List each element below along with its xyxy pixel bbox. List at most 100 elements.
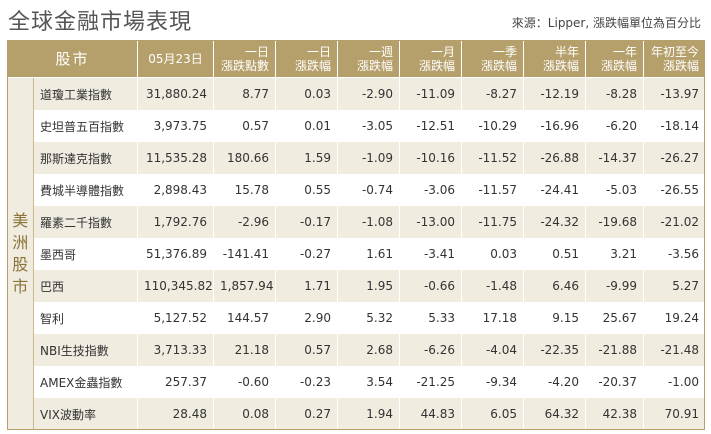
table-row: NBI生技指數 3,713.33 21.18 0.57 2.68 -6.26 -4.04 -2… — [8, 334, 707, 366]
value-cell: 1,792.76 — [137, 206, 215, 238]
value-cell: -20.37 — [585, 366, 645, 398]
header-c5: 一季 漲跌幅 — [461, 40, 525, 78]
table-row: 史坦普五百指數 3,973.75 0.57 0.01 -3.05 -12.51 -10.29… — [8, 110, 707, 142]
value-cell: 0.57 — [275, 334, 339, 366]
value-cell: -26.88 — [523, 142, 587, 174]
value-cell: 110,345.82 — [137, 270, 215, 302]
value-cell: -21.25 — [399, 366, 463, 398]
value-cell: 11,535.28 — [137, 142, 215, 174]
table-row: 墨西哥 51,376.89 -141.41 -0.27 1.61 -3.41 0.03 0.5… — [8, 238, 707, 270]
value-cell: -3.05 — [337, 110, 401, 142]
table-row: 美洲股市道瓊工業指數 31,880.24 8.77 0.03 -2.90 -11.09 -8… — [7, 77, 707, 430]
value-cell: 31,880.24 — [137, 77, 215, 110]
value-cell: 1.71 — [275, 270, 339, 302]
value-cell: 2.68 — [337, 334, 401, 366]
value-cell: -4.04 — [461, 334, 525, 366]
value-cell: -26.27 — [643, 142, 707, 174]
value-cell: -21.48 — [643, 334, 707, 366]
value-cell: 3,713.33 — [137, 334, 215, 366]
value-cell: -26.55 — [643, 174, 707, 206]
value-cell: -5.03 — [585, 174, 645, 206]
value-cell: 1.59 — [275, 142, 339, 174]
value-cell: 0.08 — [213, 398, 277, 430]
value-cell: -9.34 — [461, 366, 525, 398]
page-title: 全球金融市場表現 — [8, 10, 193, 35]
header-c8: 年初至今 漲跌幅 — [643, 40, 707, 78]
value-cell: -16.96 — [523, 110, 587, 142]
index-name: 羅素二千指數 — [33, 206, 139, 238]
value-cell: 51,376.89 — [137, 238, 215, 270]
value-cell: -3.06 — [399, 174, 463, 206]
value-cell: 3,973.75 — [137, 110, 215, 142]
header-name: 股市 — [6, 40, 139, 78]
value-cell: 6.05 — [461, 398, 525, 430]
value-cell: -6.20 — [585, 110, 645, 142]
table-row: 巴西 110,345.82 1,857.94 1.71 1.95 -0.66 -1.48 6.… — [8, 270, 707, 302]
value-cell: -22.35 — [523, 334, 587, 366]
header-c3: 一週 漲跌幅 — [337, 40, 401, 78]
value-cell: 1,857.94 — [213, 270, 277, 302]
table-row: 費城半導體指數 2,898.43 15.78 0.55 -0.74 -3.06 -11.57… — [8, 174, 707, 206]
table-row: VIX波動率 28.48 0.08 0.27 1.94 44.83 6.05 64.32 42.… — [8, 398, 707, 430]
value-cell: 28.48 — [137, 398, 215, 430]
value-cell: 0.51 — [523, 238, 587, 270]
market-table: 股市 05月23日 一日 漲跌點數 一日 漲跌幅 一週 漲跌幅 一月 漲跌幅 一季 漲跌幅… — [6, 40, 707, 430]
value-cell: 1.94 — [337, 398, 401, 430]
value-cell: -24.41 — [523, 174, 587, 206]
value-cell: -13.97 — [643, 77, 707, 110]
value-cell: -6.26 — [399, 334, 463, 366]
value-cell: 25.67 — [585, 302, 645, 334]
value-cell: -19.68 — [585, 206, 645, 238]
index-name: 墨西哥 — [33, 238, 139, 270]
value-cell: 5.33 — [399, 302, 463, 334]
header-c2: 一日 漲跌幅 — [275, 40, 339, 78]
value-cell: -0.60 — [213, 366, 277, 398]
value-cell: 6.46 — [523, 270, 587, 302]
value-cell: 0.55 — [275, 174, 339, 206]
value-cell: -2.90 — [337, 77, 401, 110]
value-cell: 3.54 — [337, 366, 401, 398]
value-cell: -10.16 — [399, 142, 463, 174]
value-cell: 19.24 — [643, 302, 707, 334]
header-c6: 半年 漲跌幅 — [523, 40, 587, 78]
index-name: NBI生技指數 — [33, 334, 139, 366]
value-cell: 0.03 — [461, 238, 525, 270]
value-cell: -18.14 — [643, 110, 707, 142]
value-cell: 5,127.52 — [137, 302, 215, 334]
value-cell: -11.52 — [461, 142, 525, 174]
table-row: 那斯達克指數 11,535.28 180.66 1.59 -1.09 -10.16 -11.… — [8, 142, 707, 174]
value-cell: -1.08 — [337, 206, 401, 238]
value-cell: 17.18 — [461, 302, 525, 334]
value-cell: 5.27 — [643, 270, 707, 302]
table-row: 智利 5,127.52 144.57 2.90 5.32 5.33 17.18 9.15 25.… — [8, 302, 707, 334]
value-cell: -9.99 — [585, 270, 645, 302]
value-cell: -1.00 — [643, 366, 707, 398]
value-cell: -12.51 — [399, 110, 463, 142]
value-cell: 0.57 — [213, 110, 277, 142]
index-name: 巴西 — [33, 270, 139, 302]
value-cell: 144.57 — [213, 302, 277, 334]
value-cell: 1.95 — [337, 270, 401, 302]
value-cell: -1.48 — [461, 270, 525, 302]
value-cell: -11.09 — [399, 77, 463, 110]
value-cell: -8.27 — [461, 77, 525, 110]
value-cell: -0.74 — [337, 174, 401, 206]
value-cell: 21.18 — [213, 334, 277, 366]
value-cell: -10.29 — [461, 110, 525, 142]
value-cell: -13.00 — [399, 206, 463, 238]
header-c7: 一年 漲跌幅 — [585, 40, 645, 78]
value-cell: -21.02 — [643, 206, 707, 238]
index-name: 那斯達克指數 — [33, 142, 139, 174]
region-label: 美洲股市 — [7, 77, 34, 430]
value-cell: 64.32 — [523, 398, 587, 430]
header-row: 股市 05月23日 一日 漲跌點數 一日 漲跌幅 一週 漲跌幅 一月 漲跌幅 一季 漲跌幅… — [6, 40, 707, 78]
value-cell: -0.23 — [275, 366, 339, 398]
value-cell: 70.91 — [643, 398, 707, 430]
value-cell: 9.15 — [523, 302, 587, 334]
source-note: 來源：Lipper, 漲跌幅單位為百分比 — [511, 16, 701, 30]
value-cell: 15.78 — [213, 174, 277, 206]
value-cell: 5.32 — [337, 302, 401, 334]
value-cell: -12.19 — [523, 77, 587, 110]
value-cell: -2.96 — [213, 206, 277, 238]
value-cell: 180.66 — [213, 142, 277, 174]
